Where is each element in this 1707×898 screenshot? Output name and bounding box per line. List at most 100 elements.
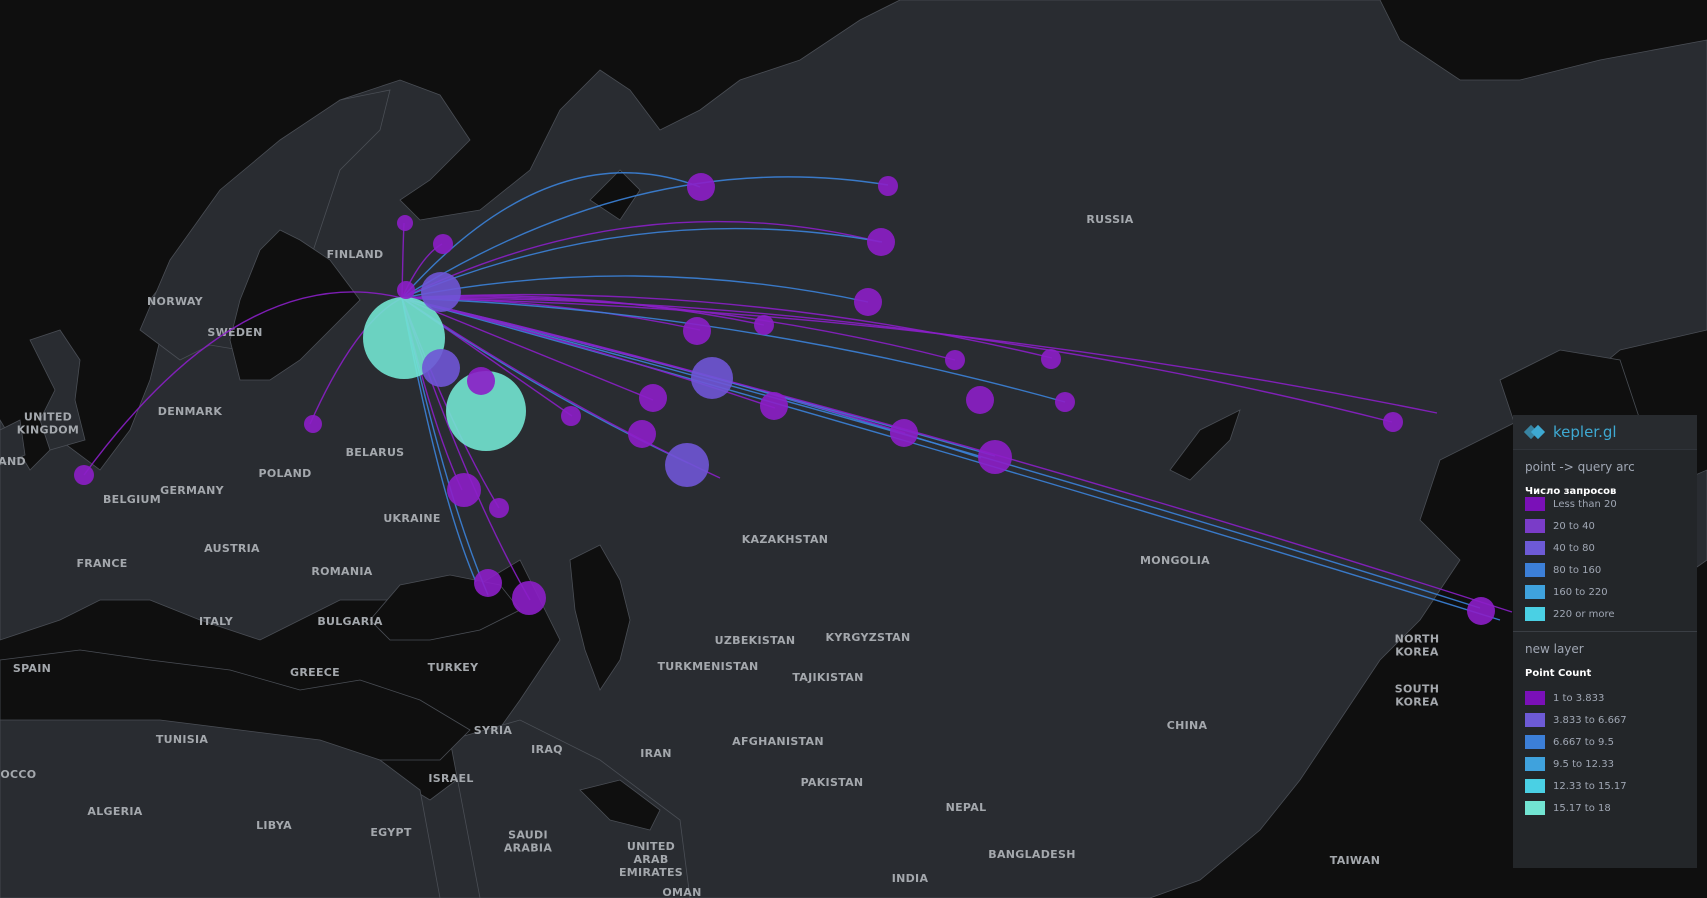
legend-swatch: [1525, 735, 1545, 749]
country-label: SPAIN: [13, 662, 51, 675]
map-point: [1383, 412, 1403, 432]
legend-swatch: [1525, 541, 1545, 555]
country-label: ROCCO: [0, 768, 36, 781]
legend-swatch: [1525, 713, 1545, 727]
legend-layer-name: point -> query arc: [1525, 460, 1635, 474]
map-point: [683, 317, 711, 345]
country-labels-layer: RUSSIA FINLAND NORWAY SWEDEN DENMARK UNITED KI…: [0, 213, 1439, 898]
country-label: SOUTH KOREA: [1395, 683, 1439, 709]
map-point: [754, 315, 774, 335]
legend-swatch: [1525, 757, 1545, 771]
map-point: [474, 569, 502, 597]
caspian-sea: [569, 544, 631, 691]
country-label: TURKMENISTAN: [657, 660, 758, 673]
map-point: [467, 367, 495, 395]
ireland-landmass: [0, 419, 26, 466]
map-point: [1041, 349, 1061, 369]
country-label: MONGOLIA: [1140, 554, 1210, 567]
country-label: NORWAY: [147, 295, 204, 308]
map-point: [397, 281, 415, 299]
legend-item: 15.17 to 18: [1525, 797, 1685, 819]
legend-item-label: 160 to 220: [1553, 586, 1608, 598]
legend-item: 3.833 to 6.667: [1525, 709, 1685, 731]
query-arc: [401, 297, 1393, 423]
country-label: SWEDEN: [207, 326, 262, 339]
lake-baikal: [1169, 409, 1241, 481]
country-label: DENMARK: [158, 405, 223, 418]
country-label: ISRAEL: [428, 772, 473, 785]
legend-item-label: 80 to 160: [1553, 564, 1602, 576]
query-arc: [401, 297, 1501, 621]
country-label: UNITED KINGDOM: [17, 411, 79, 437]
query-arc: [401, 293, 1053, 359]
country-label: AFGHANISTAN: [732, 735, 824, 748]
map-point: [1467, 597, 1495, 625]
country-label: EGYPT: [370, 826, 412, 839]
map-point: [422, 349, 460, 387]
legend-title: kepler.gl: [1553, 423, 1617, 441]
query-arc: [401, 275, 869, 303]
legend-item: 9.5 to 12.33: [1525, 753, 1685, 775]
map-point: [397, 215, 413, 231]
white-sea: [589, 169, 641, 221]
legend-header: kepler.gl: [1513, 415, 1697, 450]
legend-item-label: 220 or more: [1553, 608, 1615, 620]
kepler-logo-icon: [1523, 424, 1547, 440]
legend-item-label: 1 to 3.833: [1553, 692, 1605, 704]
map-point: [304, 415, 322, 433]
map-point: [945, 350, 965, 370]
map-point: [446, 371, 526, 451]
country-label: LIBYA: [256, 819, 292, 832]
map-point: [421, 272, 461, 312]
country-label: ROMANIA: [311, 565, 372, 578]
legend-item-label: 9.5 to 12.33: [1553, 758, 1614, 770]
map-point: [561, 406, 581, 426]
country-label: BULGARIA: [317, 615, 383, 628]
legend-item-label: 3.833 to 6.667: [1553, 714, 1627, 726]
country-label: SYRIA: [474, 724, 513, 737]
legend-item: 1 to 3.833: [1525, 687, 1685, 709]
map-point: [665, 443, 709, 487]
country-label: TAJIKISTAN: [792, 671, 863, 684]
legend-field-name: Point Count: [1525, 668, 1592, 679]
country-label: BELARUS: [346, 446, 405, 459]
country-label: IRAN: [640, 747, 671, 760]
map-point: [687, 173, 715, 201]
map-point: [760, 392, 788, 420]
legend-item: 12.33 to 15.17: [1525, 775, 1685, 797]
point-layer: [74, 173, 1495, 625]
query-arc: [401, 176, 889, 299]
legend-swatch: [1525, 801, 1545, 815]
query-arc: [401, 296, 956, 361]
country-label: KAZAKHSTAN: [742, 533, 829, 546]
map-point: [854, 288, 882, 316]
query-arc: [401, 227, 883, 299]
legend-swatch: [1525, 585, 1545, 599]
map-point: [878, 176, 898, 196]
legend-layer-arc: point -> query arc Число запросов Less t…: [1513, 450, 1697, 631]
map-point: [890, 419, 918, 447]
country-label: TUNISIA: [156, 733, 209, 746]
country-label: CHINA: [1167, 719, 1208, 732]
country-label: RUSSIA: [1086, 213, 1133, 226]
legend-items: 1 to 3.833 3.833 to 6.667 6.667 to 9.5 9…: [1525, 687, 1685, 819]
map-point: [433, 234, 453, 254]
map-legend: kepler.gl point -> query arc Число запро…: [1513, 415, 1697, 868]
legend-swatch: [1525, 497, 1545, 511]
legend-swatch: [1525, 607, 1545, 621]
country-label: SAUDI ARABIA: [504, 829, 552, 855]
persian-gulf: [579, 779, 661, 831]
legend-swatch: [1525, 563, 1545, 577]
country-label: ALGERIA: [87, 805, 142, 818]
country-label: GERMANY: [160, 484, 224, 497]
legend-item: Less than 20: [1525, 493, 1685, 515]
map-point: [867, 228, 895, 256]
legend-item-label: 12.33 to 15.17: [1553, 780, 1627, 792]
baltic-sea: [229, 229, 361, 381]
map-point: [447, 473, 481, 507]
legend-item: 20 to 40: [1525, 515, 1685, 537]
legend-item: 40 to 80: [1525, 537, 1685, 559]
legend-item-label: 40 to 80: [1553, 542, 1595, 554]
map-point: [628, 420, 656, 448]
